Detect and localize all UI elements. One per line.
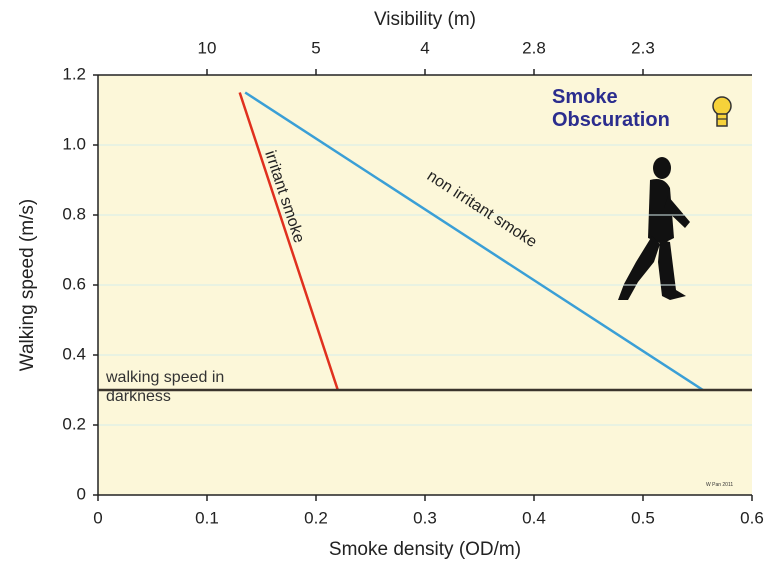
y-tick-label: 0.4 bbox=[62, 344, 86, 363]
top-tick-label: 2.8 bbox=[522, 38, 546, 57]
y-tick-label: 1.2 bbox=[62, 64, 86, 83]
y-tick-label: 0.2 bbox=[62, 414, 86, 433]
top-tick-label: 5 bbox=[311, 38, 320, 57]
top-axis-title: Visibility (m) bbox=[374, 9, 476, 30]
x-tick-label: 0.2 bbox=[304, 508, 328, 527]
x-tick-label: 0.1 bbox=[195, 508, 219, 527]
series-line bbox=[238, 92, 339, 391]
top-tick-label: 2.3 bbox=[631, 38, 655, 57]
series-line bbox=[244, 91, 704, 392]
lightbulb-icon bbox=[712, 96, 732, 127]
annotation-title: Smoke Obscuration bbox=[552, 86, 670, 131]
x-tick-label: 0.4 bbox=[522, 508, 546, 527]
y-axis-title: Walking speed (m/s) bbox=[17, 199, 38, 371]
x-axis-title: Smoke density (OD/m) bbox=[329, 539, 521, 560]
x-tick-label: 0.3 bbox=[413, 508, 437, 527]
credit: W Pan 2011 bbox=[706, 482, 734, 488]
x-tick-label: 0.5 bbox=[631, 508, 655, 527]
walking-figure bbox=[618, 157, 690, 300]
y-tick-label: 0 bbox=[77, 484, 86, 503]
series-label: walking speed in darkness bbox=[106, 369, 225, 405]
x-tick-label: 0.6 bbox=[740, 508, 764, 527]
top-tick-label: 10 bbox=[198, 38, 217, 57]
x-tick-label: 0 bbox=[93, 508, 102, 527]
y-tick-label: 0.8 bbox=[62, 204, 86, 223]
y-tick-label: 1.0 bbox=[62, 134, 86, 153]
top-tick-label: 4 bbox=[420, 38, 429, 57]
y-tick-label: 0.6 bbox=[62, 274, 86, 293]
